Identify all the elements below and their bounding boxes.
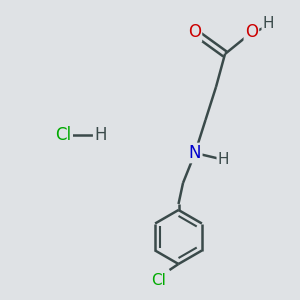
Text: Cl: Cl (56, 126, 72, 144)
Text: N: N (189, 144, 201, 162)
Text: H: H (263, 16, 274, 32)
Text: H: H (218, 152, 229, 166)
Text: O: O (245, 23, 258, 41)
Text: H: H (94, 126, 107, 144)
Text: O: O (188, 23, 201, 41)
Text: Cl: Cl (152, 273, 166, 288)
